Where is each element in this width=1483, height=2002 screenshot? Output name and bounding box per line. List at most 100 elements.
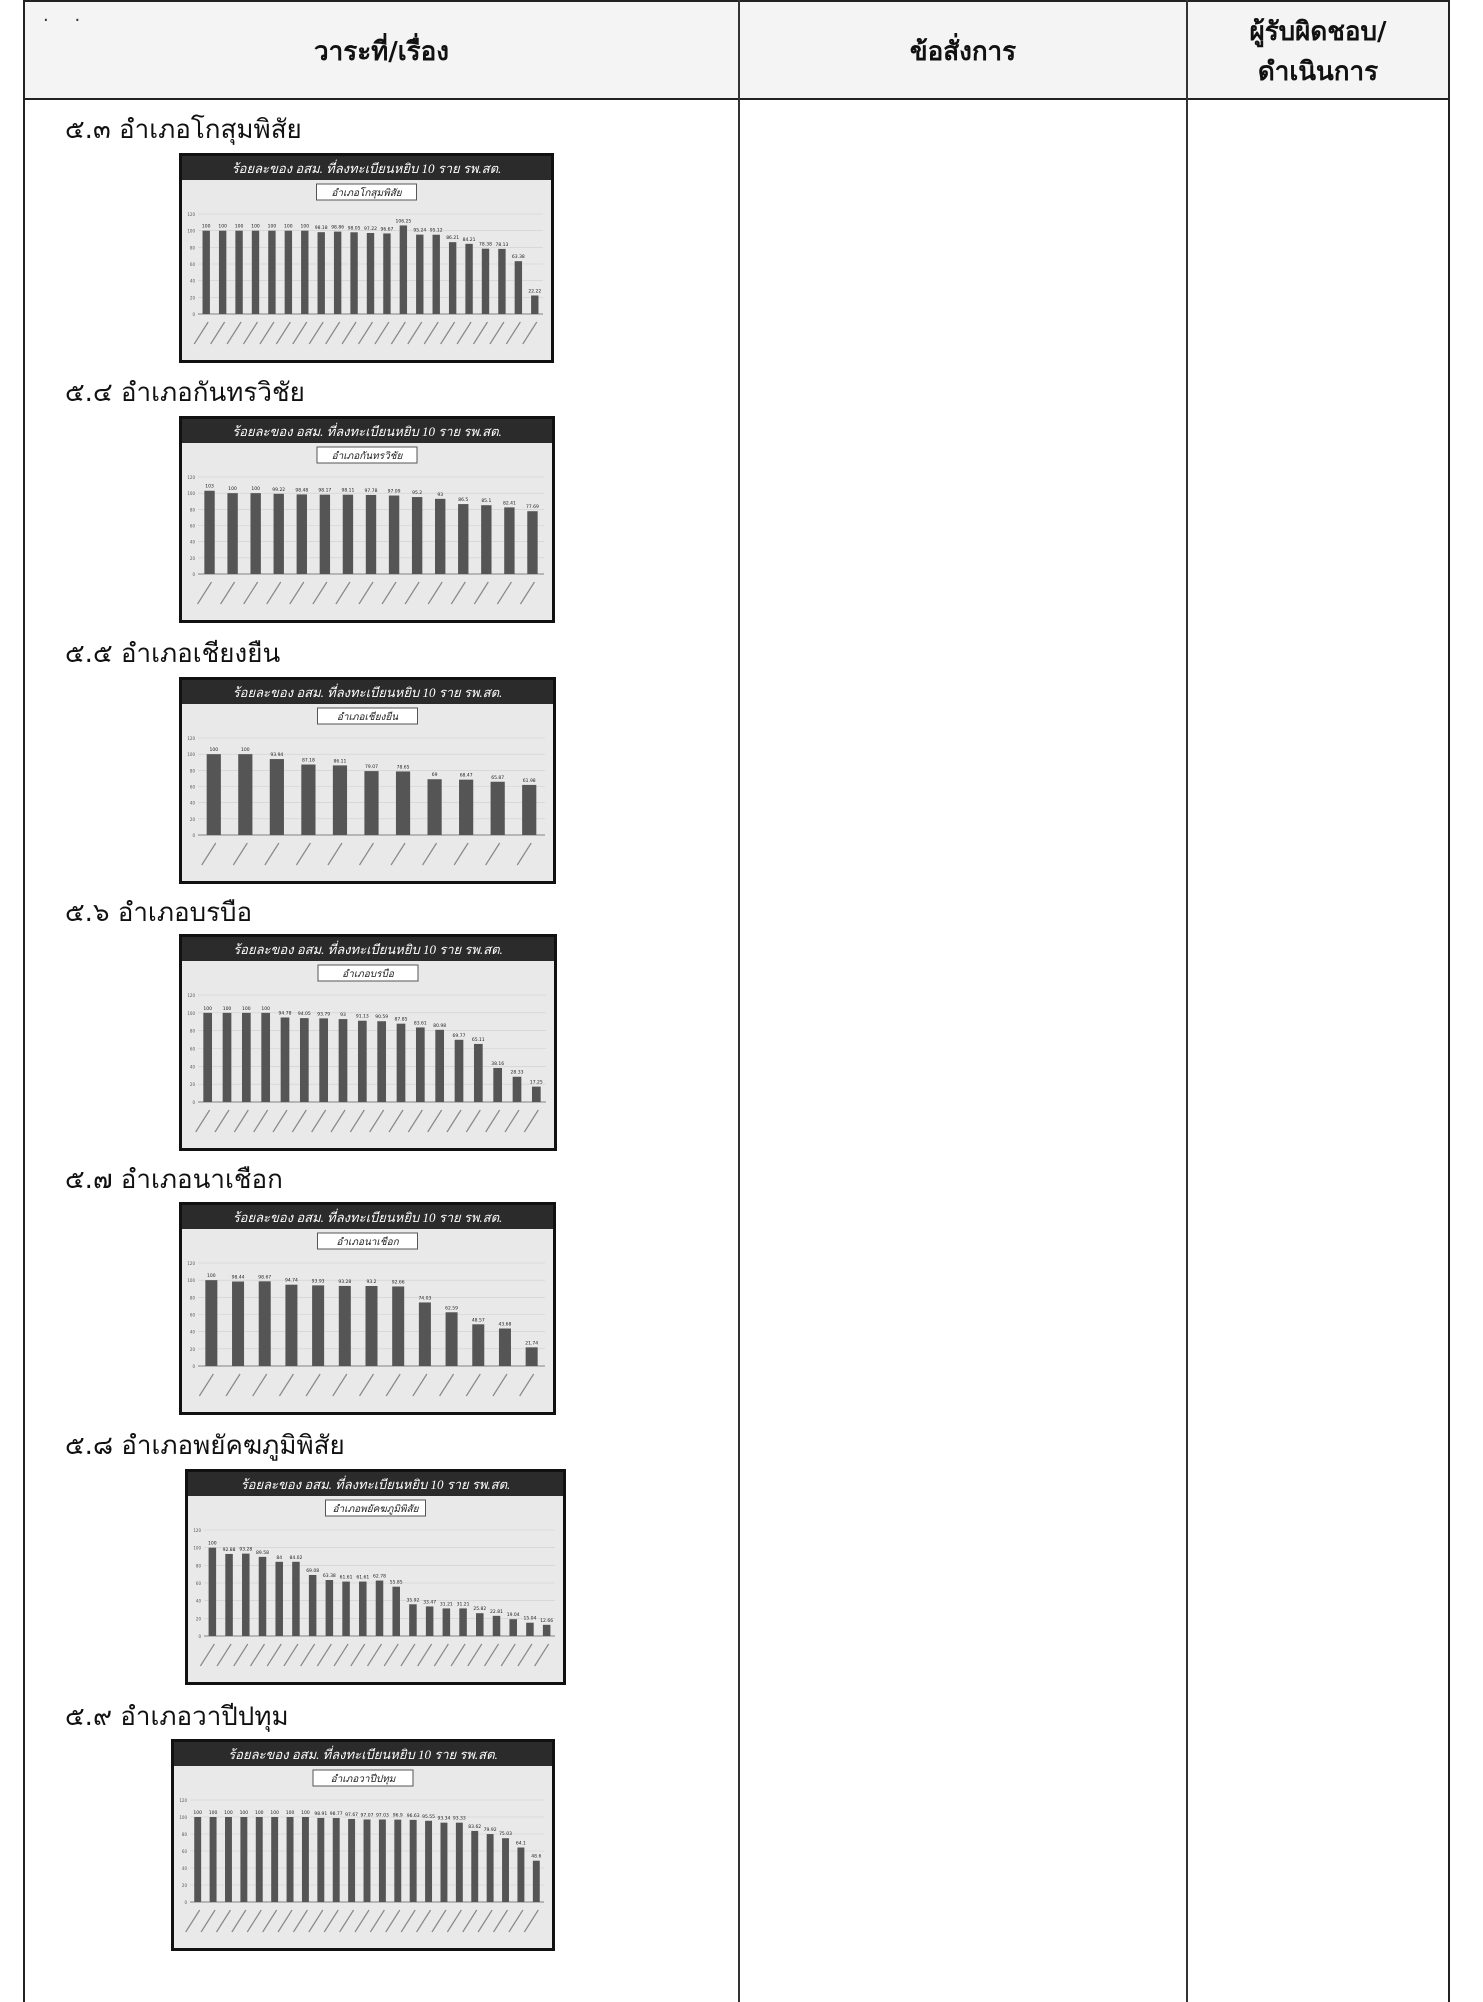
bar-value-label: 99.22 xyxy=(272,487,285,493)
x-category-label-mark xyxy=(311,1109,327,1133)
chart-bar xyxy=(301,230,309,314)
chart-bar xyxy=(455,1822,463,1902)
chart-bar xyxy=(225,1817,232,1902)
bar-value-label: 38.16 xyxy=(491,1061,504,1067)
bar-value-label: 78.65 xyxy=(397,764,410,770)
x-category-label-mark xyxy=(226,321,242,345)
y-tick-label: 100 xyxy=(187,752,195,757)
section-title-5-4: ๕.๔ อำเภอกันทรวิชัย xyxy=(65,378,305,408)
x-category-label-mark xyxy=(289,581,305,605)
chart-bar xyxy=(418,1302,431,1366)
bar-value-label: 78.13 xyxy=(495,242,508,248)
x-category-label-mark xyxy=(233,1109,249,1133)
chart-bar xyxy=(258,1556,267,1636)
x-category-label-mark xyxy=(453,842,469,866)
chart-bar xyxy=(325,1580,334,1636)
chart-bar xyxy=(411,497,423,574)
x-category-label-mark xyxy=(214,1109,230,1133)
bar-value-label: 97.09 xyxy=(388,489,401,495)
y-tick-label: 20 xyxy=(190,1347,196,1352)
y-tick-label: 0 xyxy=(192,833,195,838)
y-tick-label: 120 xyxy=(187,736,195,741)
chart-bar xyxy=(415,1027,425,1102)
y-tick-label: 0 xyxy=(192,312,195,317)
bar-value-label: 98.48 xyxy=(295,487,308,493)
chart-bar xyxy=(514,261,523,314)
chart-5-3-svg: ร้อยละของ อสม. ที่ลงทะเบียนหยิบ 10 ราย ร… xyxy=(182,156,551,360)
header-col-orders: ข้อสั่งการ xyxy=(740,2,1186,102)
chart-bar xyxy=(392,1586,400,1636)
chart-bar xyxy=(268,230,276,314)
chart-subtitle-box xyxy=(316,446,418,464)
bar-value-label: 64.1 xyxy=(516,1841,526,1847)
x-category-label-mark xyxy=(477,1909,493,1933)
y-tick-label: 120 xyxy=(187,1261,195,1266)
chart-bar xyxy=(280,1017,290,1102)
x-category-label-mark xyxy=(385,1909,401,1933)
chart-bar xyxy=(242,1553,250,1636)
bar-value-label: 95.55 xyxy=(422,1814,435,1820)
y-tick-label: 0 xyxy=(192,572,195,577)
chart-bar xyxy=(235,230,243,314)
x-category-label-mark xyxy=(262,1909,278,1933)
y-tick-label: 60 xyxy=(196,1581,202,1586)
x-category-label-mark xyxy=(199,1643,215,1667)
chart-subtitle-box xyxy=(317,964,419,982)
chart-bar xyxy=(472,1324,485,1366)
bar-value-label: 100 xyxy=(203,1006,212,1012)
bar-value-label: 97.03 xyxy=(376,1813,389,1819)
y-tick-label: 0 xyxy=(198,1634,201,1639)
x-category-label-mark xyxy=(358,842,375,866)
y-tick-label: 20 xyxy=(190,556,196,561)
x-category-label-mark xyxy=(388,1109,404,1133)
y-tick-label: 0 xyxy=(192,1364,195,1369)
x-category-label-mark xyxy=(439,1373,455,1397)
x-category-label-mark xyxy=(242,321,259,345)
x-category-label-mark xyxy=(522,321,538,345)
chart-title: ร้อยละของ อสม. ที่ลงทะเบียนหยิบ 10 ราย ร… xyxy=(233,940,503,957)
bar-value-label: 78.38 xyxy=(479,242,492,248)
chart-bar xyxy=(227,493,238,574)
bar-value-label: 93.28 xyxy=(338,1279,351,1285)
chart-title-bar xyxy=(182,937,554,961)
bar-value-label: 98.18 xyxy=(315,225,328,231)
x-category-label-mark xyxy=(193,321,209,345)
y-tick-label: 100 xyxy=(187,491,195,496)
x-category-label-mark xyxy=(333,1643,349,1667)
header-col-responsible-line2: ดำเนินการ xyxy=(1257,57,1379,87)
chart-bar xyxy=(357,1020,367,1102)
chart-bar xyxy=(498,1328,511,1366)
bar-value-label: 100 xyxy=(193,1810,202,1816)
x-category-label-mark xyxy=(508,1909,524,1933)
chart-bar xyxy=(271,1817,279,1902)
chart-5-8-svg: ร้อยละของ อสม. ที่ลงทะเบียนหยิบ 10 ราย ร… xyxy=(188,1472,563,1682)
x-category-label-mark xyxy=(185,1909,201,1933)
x-category-label-mark xyxy=(485,842,501,866)
x-category-label-mark xyxy=(427,581,443,605)
x-category-label-mark xyxy=(210,321,226,345)
chart-bar xyxy=(301,764,316,835)
chart-subtitle-box xyxy=(316,183,417,201)
chart-bar xyxy=(396,1023,406,1102)
y-tick-label: 40 xyxy=(190,1064,196,1069)
x-category-label-mark xyxy=(330,1109,346,1133)
bar-value-label: 17.25 xyxy=(530,1080,543,1086)
x-category-label-mark xyxy=(264,842,280,866)
chart-bar xyxy=(238,754,253,835)
chart-title: ร้อยละของ อสม. ที่ลงทะเบียนหยิบ 10 ราย ร… xyxy=(232,422,502,439)
x-category-label-mark xyxy=(483,1643,500,1667)
chart-bar xyxy=(301,1817,309,1902)
x-category-label-mark xyxy=(416,1909,432,1933)
chart-title-bar xyxy=(182,1205,553,1229)
bar-value-label: 100 xyxy=(207,1273,216,1279)
bar-value-label: 100 xyxy=(242,1006,251,1012)
bar-value-label: 100 xyxy=(255,1810,264,1816)
y-tick-label: 60 xyxy=(190,1313,196,1318)
chart-bar xyxy=(375,1580,384,1636)
bar-value-label: 98.44 xyxy=(232,1275,245,1281)
chart-bar xyxy=(204,490,215,574)
header-col-agenda: วาระที่/เรื่อง xyxy=(25,2,738,102)
chart-bar xyxy=(258,1281,271,1366)
chart-bar xyxy=(232,1281,245,1366)
y-tick-label: 100 xyxy=(187,1278,195,1283)
